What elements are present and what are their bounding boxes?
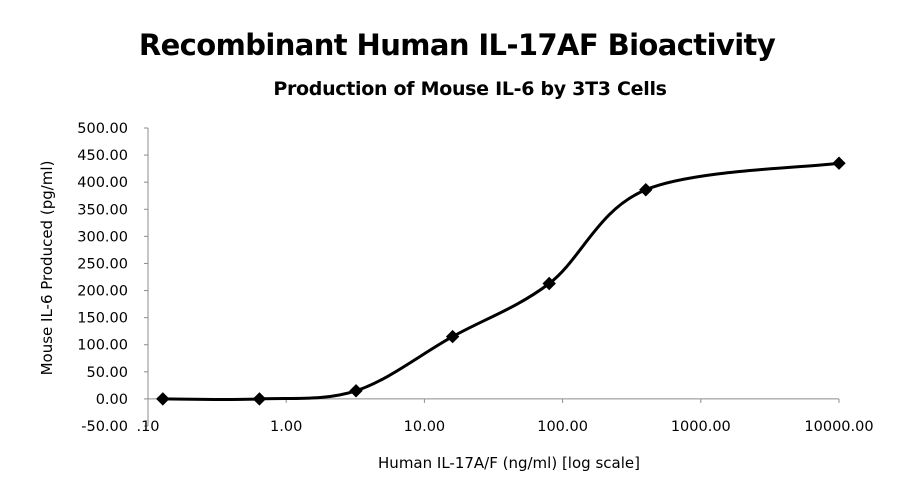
y-tick-label: 300.00 (77, 229, 128, 245)
y-tick-label: 150.00 (77, 311, 128, 327)
y-tick-label: 200.00 (77, 284, 128, 300)
y-tick-label: 400.00 (77, 175, 128, 191)
y-tick-label: 0.00 (96, 392, 128, 408)
y-tick-label: 50.00 (86, 365, 128, 381)
y-axis: 0.00 50.00 100.00 150.00 200.00 250.00 300.00 3… (77, 121, 149, 435)
chart-title: Recombinant Human IL-17AF Bioactivity (139, 28, 776, 62)
data-point (349, 384, 363, 398)
y-axis-label: Mouse IL-6 Produced (pg/ml) (38, 161, 56, 376)
data-point (445, 329, 460, 344)
y-tick-label: 250.00 (77, 256, 128, 272)
x-axis-label: Human IL-17A/F (ng/ml) [log scale] (378, 454, 640, 472)
y-tick-label: 350.00 (77, 202, 128, 218)
data-point (252, 392, 267, 406)
x-tick-label: 100.00 (537, 419, 588, 435)
data-point (156, 392, 170, 406)
data-point (542, 276, 556, 291)
y-tick-label: 500.00 (77, 121, 128, 137)
x-tick-label: 1000.00 (671, 419, 731, 435)
series-line (161, 161, 841, 402)
x-tick-label: 1.00 (270, 419, 302, 435)
data-point (832, 156, 846, 170)
chart-subtitle: Production of Mouse IL-6 by 3T3 Cells (273, 78, 666, 100)
x-tick-label: 10000.00 (804, 419, 873, 435)
y-tick-label: -50.00 (81, 419, 128, 435)
x-tick-label: 10.00 (404, 419, 446, 435)
y-tick-label: 450.00 (77, 148, 128, 164)
x-tick-label: .10 (136, 419, 159, 435)
data-point (639, 183, 653, 197)
y-tick-label: 100.00 (77, 338, 128, 354)
x-axis: .10 1.00 10.00 100.00 1000.00 10000.00 (136, 398, 874, 435)
series (156, 156, 846, 406)
